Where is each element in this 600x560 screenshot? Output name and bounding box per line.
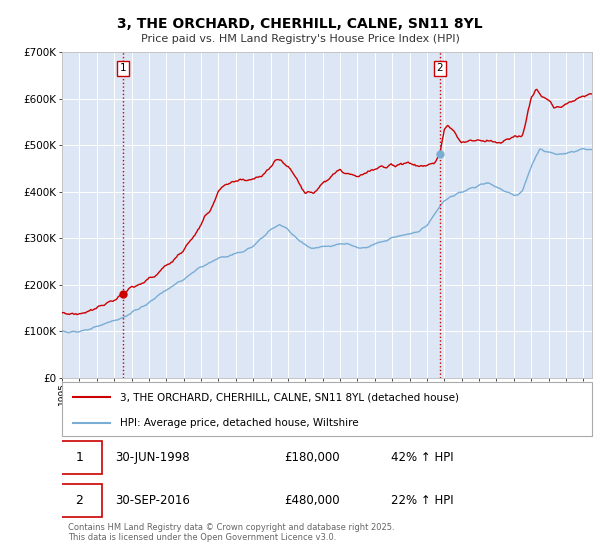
Text: 42% ↑ HPI: 42% ↑ HPI — [391, 451, 453, 464]
Text: Price paid vs. HM Land Registry's House Price Index (HPI): Price paid vs. HM Land Registry's House … — [140, 34, 460, 44]
Text: 1: 1 — [76, 451, 83, 464]
Text: £180,000: £180,000 — [284, 451, 340, 464]
Text: 30-SEP-2016: 30-SEP-2016 — [115, 494, 190, 507]
Text: HPI: Average price, detached house, Wiltshire: HPI: Average price, detached house, Wilt… — [120, 418, 359, 427]
Text: 3, THE ORCHARD, CHERHILL, CALNE, SN11 8YL: 3, THE ORCHARD, CHERHILL, CALNE, SN11 8Y… — [117, 17, 483, 31]
Text: 2: 2 — [437, 63, 443, 73]
FancyBboxPatch shape — [57, 441, 102, 474]
Text: 3, THE ORCHARD, CHERHILL, CALNE, SN11 8YL (detached house): 3, THE ORCHARD, CHERHILL, CALNE, SN11 8Y… — [120, 392, 460, 402]
Text: Contains HM Land Registry data © Crown copyright and database right 2025.
This d: Contains HM Land Registry data © Crown c… — [68, 522, 395, 542]
FancyBboxPatch shape — [62, 382, 592, 436]
Text: 2: 2 — [76, 494, 83, 507]
Text: 1: 1 — [119, 63, 126, 73]
FancyBboxPatch shape — [57, 484, 102, 516]
Text: 30-JUN-1998: 30-JUN-1998 — [115, 451, 190, 464]
Text: £480,000: £480,000 — [284, 494, 340, 507]
Text: 22% ↑ HPI: 22% ↑ HPI — [391, 494, 453, 507]
